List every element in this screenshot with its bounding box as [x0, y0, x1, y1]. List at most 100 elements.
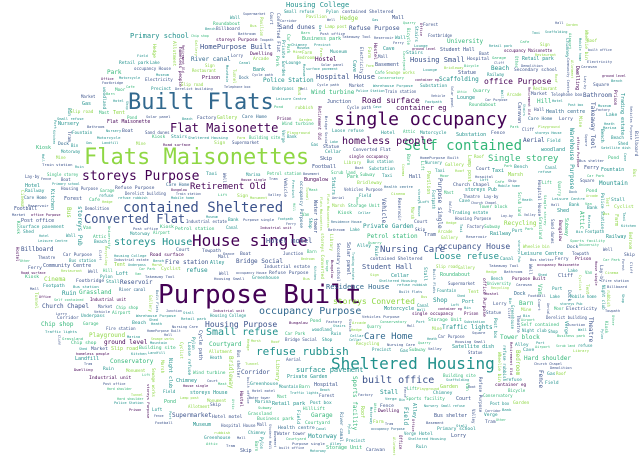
cloud-word: Retail park [489, 44, 513, 48]
cloud-word: Nursing Care [387, 342, 416, 347]
cloud-word: Beach [182, 117, 193, 121]
cloud-word: Mast [444, 190, 454, 195]
cloud-word: Water tower [249, 396, 271, 400]
cloud-word: Farm [365, 47, 371, 59]
cloud-word: Cliff [57, 335, 62, 345]
cloud-word: Library [274, 360, 281, 382]
cloud-word: Dock [58, 142, 70, 147]
cloud-word: Subway [484, 225, 501, 230]
cloud-word: Scrub land [331, 170, 356, 175]
cloud-word: Quarry [473, 89, 490, 94]
cloud-word: Post office [320, 31, 346, 36]
cloud-word: Converted Flat [84, 212, 186, 226]
cloud-word: Bank [228, 218, 239, 223]
cloud-word: Hedge [340, 15, 359, 22]
cloud-word: Warehouse Purpose [136, 313, 176, 318]
cloud-word: Marina [246, 172, 261, 177]
cloud-word: Cinema [400, 164, 405, 177]
cloud-word: Slip road [436, 264, 458, 269]
cloud-word: Mobile home [570, 294, 597, 299]
cloud-word: Bridleway [227, 356, 235, 389]
cloud-word: Motorcycle [119, 76, 141, 80]
cloud-word: Supermarket [172, 412, 212, 419]
cloud-word: Night club [601, 285, 607, 310]
cloud-word: Tram [385, 422, 394, 426]
cloud-word: Marsh [508, 172, 524, 178]
cloud-word: ground level [104, 339, 148, 346]
cloud-word: Hard shoulder [117, 397, 144, 401]
cloud-word: Marsh [410, 207, 416, 220]
cloud-word: Care Home [24, 195, 47, 200]
cloud-word: Chimney [291, 42, 308, 47]
cloud-word: Forest [319, 394, 335, 399]
cloud-word: Railway [25, 189, 45, 194]
cloud-word: Hotel [25, 183, 41, 189]
cloud-word: Bridge Social [236, 258, 283, 265]
cloud-word: Hotel motel [266, 237, 313, 245]
cloud-word: Stairs [406, 51, 423, 56]
cloud-word: Flats Maisonettes [319, 197, 324, 231]
cloud-word: Arcade [253, 57, 269, 62]
cloud-word: Fence [223, 251, 235, 256]
cloud-word: Lift [407, 386, 417, 391]
cloud-word: Bridge Social [285, 337, 318, 342]
cloud-word: Office [410, 419, 415, 432]
cloud-word: Kitchen [131, 352, 147, 356]
cloud-word: Bus station [73, 284, 99, 289]
cloud-word: Arcade [352, 320, 367, 325]
cloud-word: Cliff [506, 308, 511, 319]
cloud-word: Beach [320, 388, 330, 392]
cloud-word: Ruin [331, 332, 342, 337]
cloud-word: Tower block [500, 334, 540, 341]
cloud-word: Car Park [587, 174, 605, 178]
cloud-word: Primary school [52, 182, 80, 186]
cloud-word: Sheltered Housing [408, 437, 446, 441]
cloud-word: Sewage works [151, 337, 175, 341]
cloud-word: Ruin [416, 445, 427, 450]
cloud-word: Van [135, 272, 142, 276]
cloud-word: Demolition [550, 366, 572, 370]
cloud-word: Well [88, 269, 99, 274]
cloud-word: Ferry [393, 41, 404, 45]
cloud-word: Attic [206, 441, 218, 446]
cloud-word: Wall [578, 328, 587, 332]
cloud-word: Football [14, 207, 38, 212]
cloud-word: Sports facility [351, 376, 359, 431]
cloud-word: Student Hall [362, 263, 413, 271]
cloud-word: Lift [542, 180, 552, 185]
cloud-word: Cave [459, 199, 471, 204]
cloud-word: Park [510, 125, 519, 129]
cloud-word: Shed [457, 294, 465, 298]
cloud-word: Industrial unit [89, 376, 132, 381]
cloud-word: Bathroom [328, 228, 345, 232]
cloud-word: Lift [314, 407, 326, 412]
cloud-word: Hostel [485, 291, 499, 296]
cloud-word: woodland [100, 87, 106, 110]
cloud-word: Market [12, 213, 26, 217]
cloud-word: Precinct [372, 347, 392, 352]
cloud-word: Garden [299, 118, 312, 122]
cloud-word: Grassland [62, 336, 84, 341]
cloud-word: Marsh [152, 263, 163, 267]
cloud-word: Retirement Old [526, 87, 531, 115]
cloud-word: Satellite dish [452, 344, 495, 350]
cloud-word: Primary school [437, 427, 476, 432]
cloud-word: Precinct [314, 43, 331, 47]
cloud-word: Park [504, 164, 513, 168]
cloud-word: Leisure Centre [521, 251, 564, 257]
cloud-word: HomePurpose Built [147, 329, 181, 333]
cloud-word: Taxi [206, 172, 218, 177]
cloud-word: Refuse Purpose [115, 186, 155, 191]
cloud-word: Bungalow [171, 188, 187, 192]
cloud-word: Wall [41, 154, 46, 162]
cloud-word: University [579, 243, 599, 247]
cloud-word: occupancy House [134, 66, 171, 71]
cloud-word: Conservatory [483, 393, 513, 398]
cloud-word: Van [463, 383, 469, 391]
cloud-word: Airport [112, 311, 131, 316]
cloud-word: Landfill [102, 141, 119, 145]
cloud-word: Traffic lights [45, 329, 78, 334]
cloud-word: Retail park [522, 57, 554, 62]
cloud-word: Subway [360, 172, 375, 177]
cloud-word: Bicycle [508, 388, 526, 393]
